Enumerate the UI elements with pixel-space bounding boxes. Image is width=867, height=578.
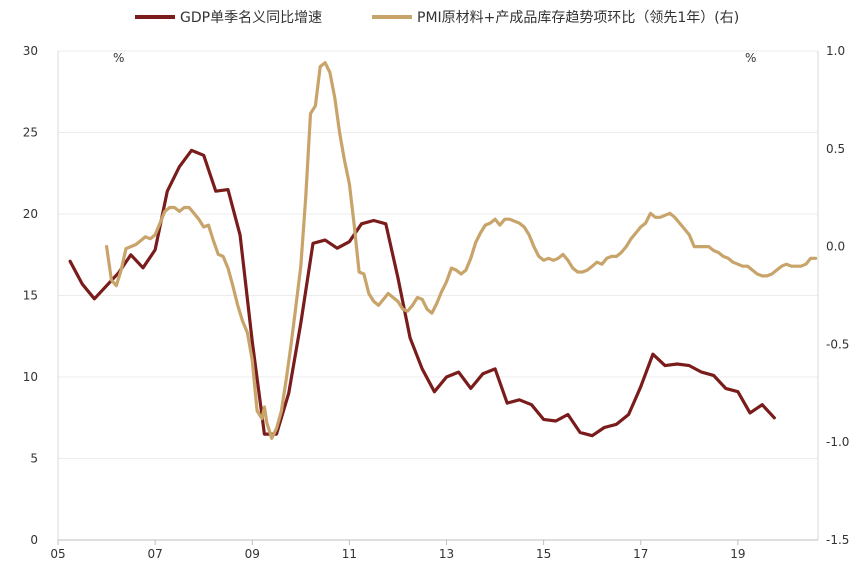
x-tick-label: 07 — [147, 547, 162, 561]
series-line-pmi — [104, 61, 818, 440]
y-left-tick-label: 20 — [23, 207, 38, 221]
y-right-tick-label: -0.5 — [826, 337, 849, 351]
x-tick-label: 11 — [342, 547, 357, 561]
y-right-tick-label: 1.0 — [826, 44, 845, 58]
y-left-tick-label: 10 — [23, 370, 38, 384]
x-tick-label: 17 — [633, 547, 648, 561]
series-line-gdp — [68, 148, 776, 438]
y-left-tick-label: 30 — [23, 44, 38, 58]
legend-label-pmi: PMI原材料+产成品库存趋势项环比（领先1年）(右) — [417, 10, 739, 26]
y-left-tick-label: 15 — [23, 289, 38, 303]
y-right-unit-label: % — [745, 51, 756, 65]
y-right-tick-label: -1.5 — [826, 533, 849, 547]
chart-legend: GDP单季名义同比增速 PMI原材料+产成品库存趋势项环比（领先1年）(右) — [135, 10, 739, 26]
y-right-tick-label: 0.5 — [826, 142, 845, 156]
grid-lines — [58, 50, 818, 459]
y-right-tick-label: 0.0 — [826, 240, 845, 254]
y-left-tick-label: 25 — [23, 126, 38, 140]
x-tick-label: 09 — [245, 547, 260, 561]
x-tick-label: 15 — [536, 547, 551, 561]
x-tick-label: 19 — [730, 547, 745, 561]
series-layer — [68, 61, 818, 440]
legend-label-gdp: GDP单季名义同比增速 — [180, 10, 322, 26]
y-left-tick-label: 0 — [30, 533, 38, 547]
x-tick-label: 05 — [50, 547, 65, 561]
y-left-unit-label: % — [113, 51, 124, 65]
y-left-tick-label: 5 — [30, 452, 38, 466]
x-tick-label: 13 — [439, 547, 454, 561]
y-right-tick-label: -1.0 — [826, 435, 849, 449]
